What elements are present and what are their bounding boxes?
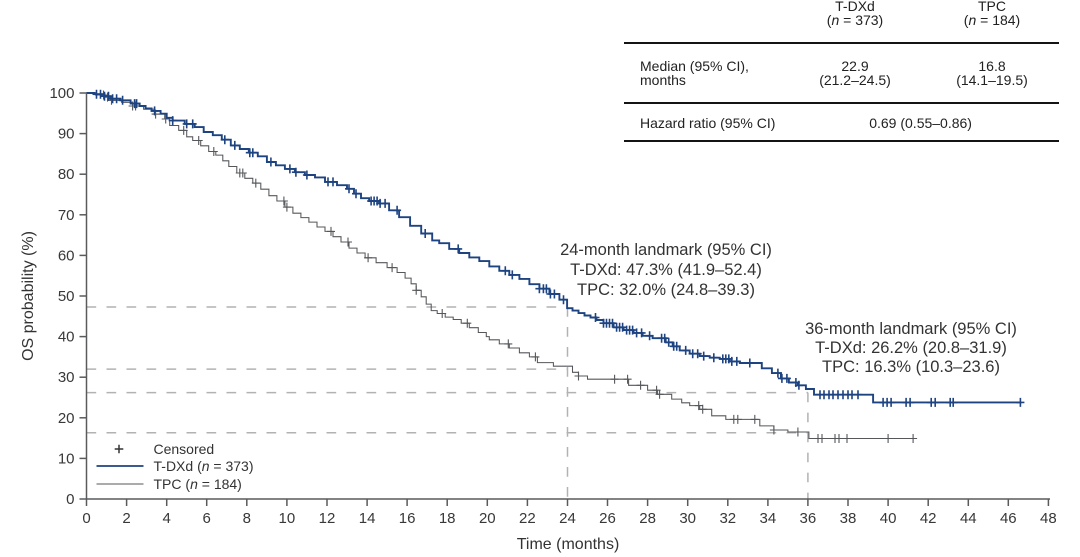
svg-text:14: 14 — [359, 510, 376, 527]
svg-text:TPC: 32.0% (24.8–39.3): TPC: 32.0% (24.8–39.3) — [577, 281, 755, 299]
svg-text:20: 20 — [58, 410, 75, 427]
svg-text:Censored: Censored — [154, 441, 215, 457]
svg-text:44: 44 — [960, 510, 977, 527]
svg-text:10: 10 — [279, 510, 296, 527]
svg-text:38: 38 — [840, 510, 857, 527]
svg-text:OS probability (%): OS probability (%) — [20, 231, 37, 361]
svg-text:42: 42 — [920, 510, 937, 527]
svg-text:40: 40 — [880, 510, 897, 527]
svg-text:12: 12 — [319, 510, 336, 527]
svg-text:24-month landmark (95% CI): 24-month landmark (95% CI) — [560, 241, 772, 259]
svg-text:80: 80 — [58, 166, 75, 183]
svg-text:30: 30 — [58, 369, 75, 386]
svg-text:18: 18 — [439, 510, 456, 527]
svg-text:40: 40 — [58, 329, 75, 346]
svg-text:36-month landmark (95% CI): 36-month landmark (95% CI) — [805, 320, 1017, 338]
svg-text:20: 20 — [479, 510, 496, 527]
svg-text:22: 22 — [519, 510, 536, 527]
svg-text:T-DXd: 26.2% (20.8–31.9): T-DXd: 26.2% (20.8–31.9) — [815, 339, 1007, 357]
svg-text:48: 48 — [1040, 510, 1057, 527]
svg-text:Time (months): Time (months) — [517, 536, 620, 553]
svg-text:50: 50 — [58, 288, 75, 305]
svg-text:90: 90 — [58, 126, 75, 143]
svg-text:32: 32 — [719, 510, 736, 527]
svg-text:T-DXd: 47.3% (41.9–52.4): T-DXd: 47.3% (41.9–52.4) — [570, 261, 762, 279]
svg-text:0: 0 — [82, 510, 90, 527]
svg-text:10: 10 — [58, 450, 75, 467]
svg-text:46: 46 — [1000, 510, 1017, 527]
svg-text:28: 28 — [639, 510, 656, 527]
svg-text:8: 8 — [243, 510, 251, 527]
svg-text:36: 36 — [800, 510, 817, 527]
svg-text:2: 2 — [122, 510, 130, 527]
svg-text:60: 60 — [58, 247, 75, 264]
svg-text:T-DXd (n = 373): T-DXd (n = 373) — [154, 458, 254, 474]
svg-text:16: 16 — [399, 510, 416, 527]
svg-text:0: 0 — [66, 491, 74, 508]
svg-text:34: 34 — [760, 510, 777, 527]
svg-text:TPC (n = 184): TPC (n = 184) — [154, 476, 242, 492]
svg-text:70: 70 — [58, 207, 75, 224]
svg-text:24: 24 — [559, 510, 576, 527]
svg-text:6: 6 — [203, 510, 211, 527]
svg-text:100: 100 — [49, 85, 74, 102]
svg-text:TPC: 16.3% (10.3–23.6): TPC: 16.3% (10.3–23.6) — [822, 358, 1000, 376]
svg-text:30: 30 — [679, 510, 696, 527]
svg-text:4: 4 — [163, 510, 171, 527]
svg-text:26: 26 — [599, 510, 616, 527]
